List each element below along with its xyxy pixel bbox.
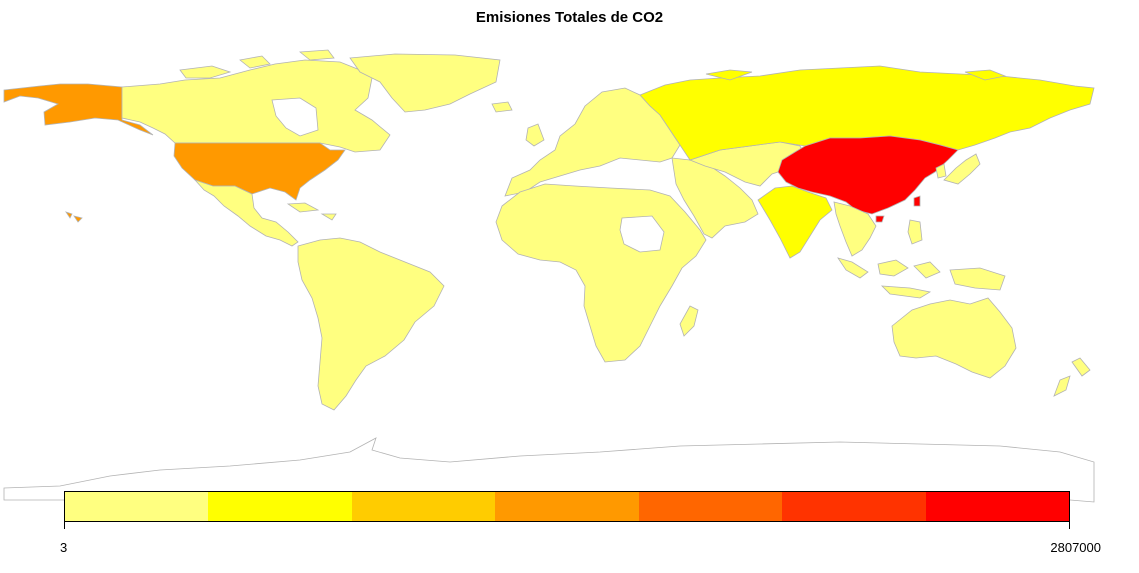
region xyxy=(891,297,1017,379)
region xyxy=(121,59,391,153)
color-legend xyxy=(64,491,1070,522)
region xyxy=(619,215,665,253)
region xyxy=(349,53,501,113)
legend-tick-max xyxy=(1069,522,1070,529)
region xyxy=(777,135,959,215)
region xyxy=(193,179,299,247)
legend-tick-min xyxy=(64,522,65,529)
legend-swatch xyxy=(65,492,209,521)
region xyxy=(491,101,545,147)
region xyxy=(1053,357,1091,397)
legend-swatch xyxy=(638,492,783,521)
legend-min-label: 3 xyxy=(60,540,68,555)
region xyxy=(679,305,699,337)
region xyxy=(757,185,833,259)
region xyxy=(297,237,445,411)
region xyxy=(639,65,1095,161)
region xyxy=(286,202,337,221)
region xyxy=(705,69,1007,81)
region xyxy=(833,201,877,257)
region xyxy=(875,195,921,223)
region xyxy=(271,97,319,137)
map-title: Emisiones Totales de CO2 xyxy=(475,9,664,26)
legend-swatch xyxy=(208,492,352,521)
legend-swatch xyxy=(925,492,1069,521)
region xyxy=(65,211,83,223)
region xyxy=(495,183,707,363)
legend-swatch xyxy=(782,492,926,521)
region xyxy=(3,437,1095,503)
region xyxy=(837,219,1006,299)
region xyxy=(3,83,154,136)
legend-swatch xyxy=(351,492,496,521)
region xyxy=(179,49,335,79)
legend-max-label: 2807000 xyxy=(1050,540,1101,555)
region xyxy=(935,153,981,185)
legend-swatch xyxy=(495,492,639,521)
region xyxy=(173,142,346,201)
